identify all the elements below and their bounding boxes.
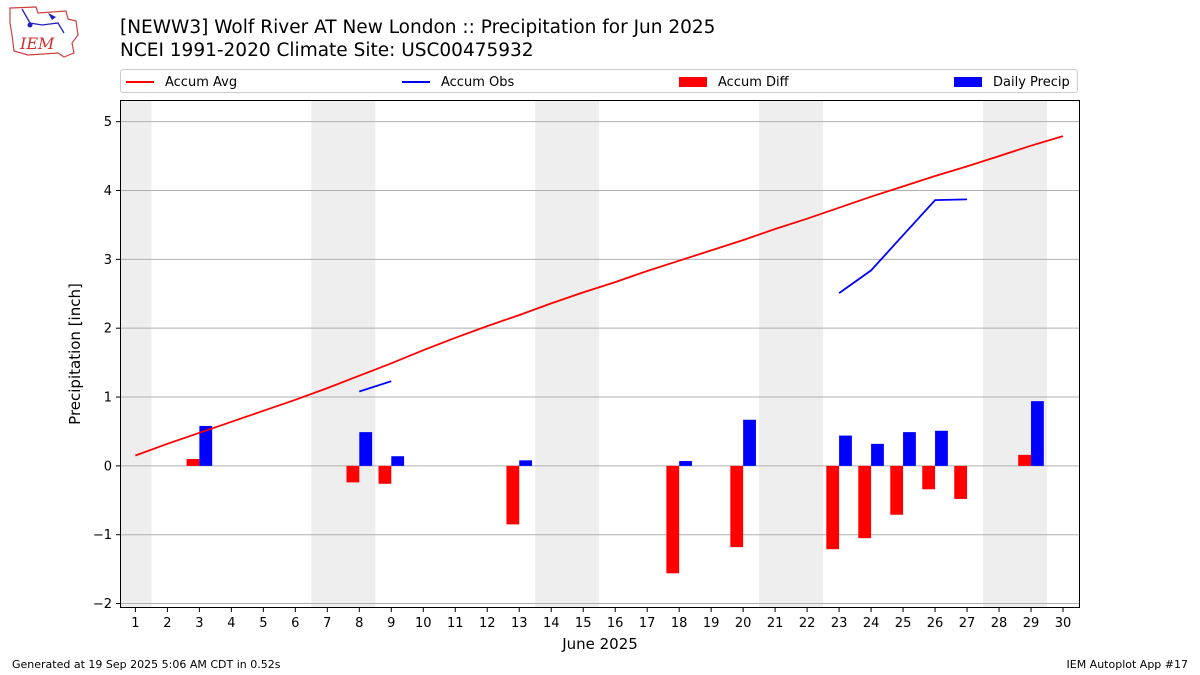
weekend-shade-3 — [759, 101, 824, 607]
x-tick-label-26: 26 — [927, 616, 944, 631]
y-tick-label-4: 4 — [104, 184, 112, 199]
iem-logo: IEM — [9, 6, 79, 58]
chart-title: [NEWW3] Wolf River AT New London :: Prec… — [120, 17, 716, 38]
plot-frame — [120, 100, 1080, 608]
bar-accum-diff-day-18 — [666, 465, 680, 574]
bar-daily-precip-day-25 — [903, 432, 916, 466]
y-tick-label--1: −1 — [93, 528, 112, 543]
line-accum-obs-seg-0 — [359, 380, 392, 393]
legend-swatch-accum-avg — [126, 81, 154, 83]
legend-label-daily-precip: Daily Precip — [993, 74, 1070, 90]
x-tick-label-10: 10 — [415, 616, 432, 631]
logo-text: IEM — [19, 34, 55, 53]
bar-daily-precip-day-26 — [935, 430, 948, 466]
x-tick-label-25: 25 — [895, 616, 912, 631]
x-tick-label-2: 2 — [163, 616, 171, 631]
x-tick-label-23: 23 — [831, 616, 848, 631]
bar-accum-diff-day-26 — [922, 465, 936, 490]
line-accum-avg-seg-0 — [135, 135, 1064, 457]
footer-generated: Generated at 19 Sep 2025 5:06 AM CDT in … — [12, 658, 281, 671]
y-tick-label--2: −2 — [93, 597, 112, 612]
bar-accum-diff-day-27 — [954, 465, 968, 499]
x-tick-label-30: 30 — [1055, 616, 1072, 631]
y-tick-label-0: 0 — [104, 459, 112, 474]
bar-daily-precip-day-8 — [359, 432, 373, 466]
x-tick-label-6: 6 — [291, 616, 299, 631]
weekend-shade-1 — [311, 101, 376, 607]
x-tick-label-12: 12 — [479, 616, 496, 631]
chart-subtitle: NCEI 1991-2020 Climate Site: USC00475932 — [120, 40, 534, 61]
bar-accum-diff-day-9 — [378, 465, 392, 484]
x-tick-label-21: 21 — [767, 616, 784, 631]
x-tick-label-19: 19 — [703, 616, 720, 631]
legend: Accum Avg Accum Obs Accum Diff Daily Pre… — [120, 69, 1078, 93]
bar-daily-precip-day-9 — [391, 456, 405, 466]
bar-accum-diff-day-8 — [346, 465, 360, 483]
x-tick-label-16: 16 — [607, 616, 624, 631]
legend-item-daily-precip: Daily Precip — [954, 73, 1070, 91]
x-tick-label-24: 24 — [863, 616, 880, 631]
legend-item-accum-avg: Accum Avg — [126, 73, 237, 91]
x-tick-label-4: 4 — [227, 616, 235, 631]
legend-item-accum-diff: Accum Diff — [679, 73, 789, 91]
bar-daily-precip-day-29 — [1031, 401, 1044, 466]
weekend-shade-2 — [535, 101, 600, 607]
bar-accum-diff-day-25 — [890, 465, 904, 515]
x-tick-label-3: 3 — [195, 616, 203, 631]
bar-accum-diff-day-13 — [506, 465, 520, 525]
y-tick-label-3: 3 — [104, 253, 112, 268]
x-tick-label-5: 5 — [259, 616, 267, 631]
legend-label-accum-obs: Accum Obs — [441, 74, 515, 90]
weekend-shade-4 — [983, 101, 1048, 607]
line-accum-obs-seg-1 — [838, 198, 968, 294]
bar-accum-diff-day-23 — [826, 465, 840, 550]
bar-accum-diff-day-20 — [730, 465, 744, 548]
y-tick-label-1: 1 — [104, 391, 112, 406]
legend-item-accum-obs: Accum Obs — [402, 73, 514, 91]
x-tick-label-28: 28 — [991, 616, 1008, 631]
bar-daily-precip-day-13 — [519, 460, 533, 466]
bar-daily-precip-day-18 — [679, 461, 692, 466]
bar-accum-diff-day-24 — [858, 465, 872, 539]
bar-accum-diff-day-3 — [186, 458, 200, 466]
bar-daily-precip-day-24 — [871, 443, 884, 466]
y-axis-label: Precipitation [inch] — [66, 283, 84, 425]
legend-swatch-accum-obs — [402, 81, 430, 83]
x-tick-label-29: 29 — [1023, 616, 1040, 631]
x-tick-label-9: 9 — [387, 616, 395, 631]
x-tick-label-22: 22 — [799, 616, 816, 631]
x-axis-label: June 2025 — [561, 635, 638, 653]
bar-daily-precip-day-3 — [199, 425, 213, 466]
legend-swatch-daily-precip — [954, 77, 982, 87]
x-tick-label-7: 7 — [323, 616, 331, 631]
x-tick-label-8: 8 — [355, 616, 363, 631]
x-tick-label-20: 20 — [735, 616, 752, 631]
x-tick-label-1: 1 — [131, 616, 139, 631]
x-tick-label-17: 17 — [639, 616, 656, 631]
weekend-shade-0 — [121, 101, 152, 607]
footer-app: IEM Autoplot App #17 — [1066, 658, 1189, 671]
bar-accum-diff-day-29 — [1018, 454, 1032, 466]
x-tick-label-27: 27 — [959, 616, 976, 631]
y-tick-label-2: 2 — [104, 322, 112, 337]
legend-swatch-accum-diff — [679, 77, 707, 87]
x-tick-label-13: 13 — [511, 616, 528, 631]
y-tick-label-5: 5 — [104, 115, 112, 130]
legend-label-accum-diff: Accum Diff — [718, 74, 789, 90]
x-tick-label-14: 14 — [543, 616, 560, 631]
x-tick-label-11: 11 — [447, 616, 464, 631]
x-tick-label-18: 18 — [671, 616, 688, 631]
bar-daily-precip-day-20 — [743, 419, 756, 466]
x-tick-label-15: 15 — [575, 616, 592, 631]
bar-daily-precip-day-23 — [839, 435, 852, 466]
legend-label-accum-avg: Accum Avg — [165, 74, 238, 90]
